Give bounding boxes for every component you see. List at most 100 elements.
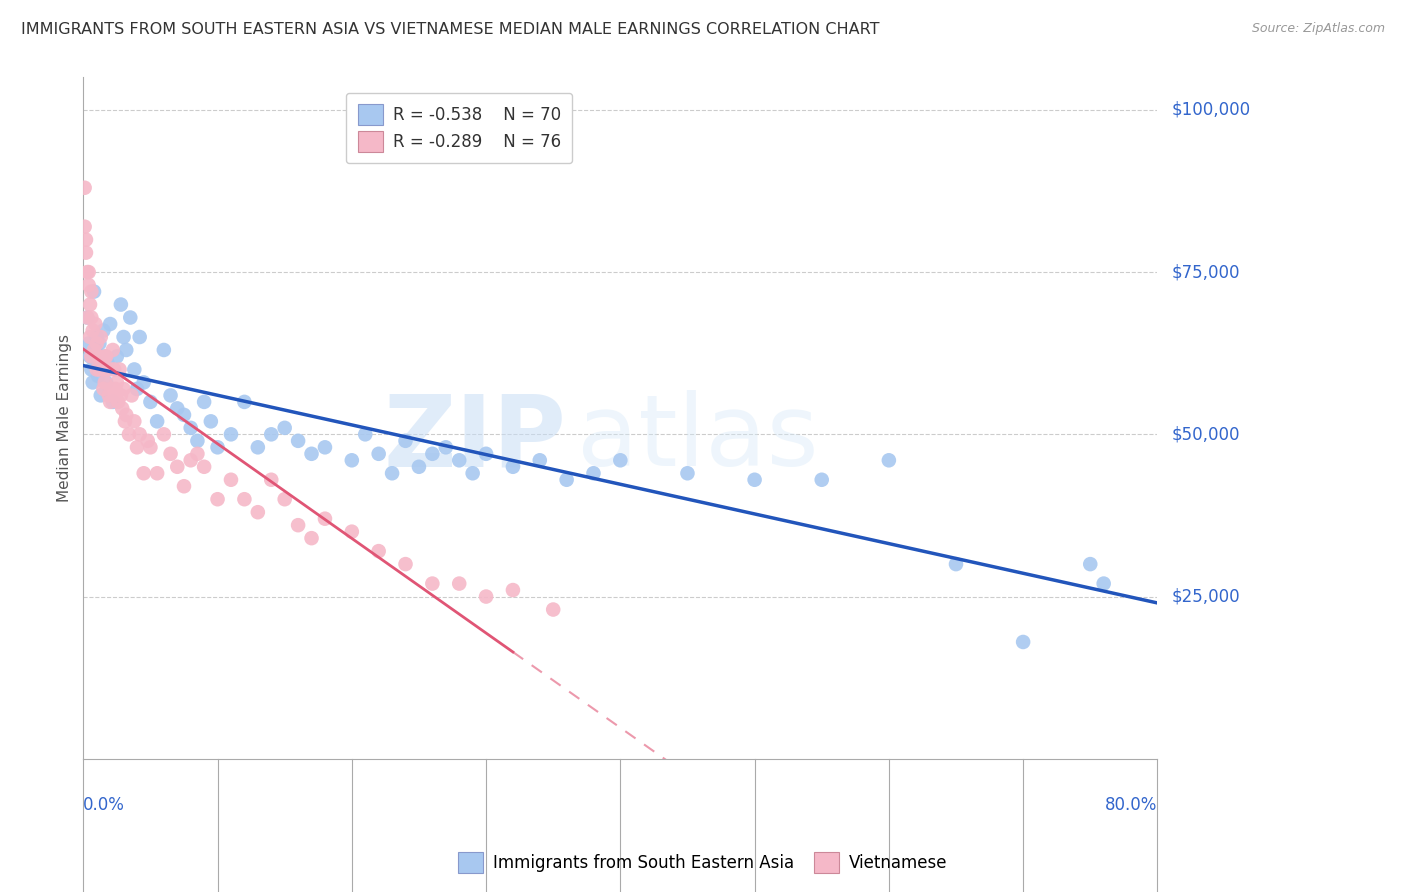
Point (287, 434, 309, 448)
Point (246, 505, 269, 519)
Point (449, 453, 471, 467)
Point (98, 395, 121, 409)
Point (105, 376, 128, 390)
Point (110, 297, 132, 311)
Point (94, 350, 117, 364)
Point (104, 382, 127, 396)
Point (86, 330, 108, 344)
Point (159, 447, 181, 461)
Point (273, 421, 295, 435)
Point (381, 467, 404, 481)
Point (200, 414, 222, 428)
Point (128, 330, 150, 344)
Point (125, 440, 148, 454)
Point (73, 219, 96, 234)
Point (87, 368, 110, 383)
Point (89, 336, 111, 351)
Point (128, 427, 150, 442)
Point (86, 362, 108, 376)
Point (367, 447, 389, 461)
Point (502, 583, 524, 598)
Point (91, 356, 114, 370)
Point (83, 285, 105, 299)
Point (555, 473, 578, 487)
Point (80, 350, 103, 364)
Point (246, 440, 269, 454)
Point (1092, 576, 1115, 591)
Point (136, 434, 159, 448)
Point (112, 382, 135, 396)
Point (105, 350, 128, 364)
Point (132, 467, 155, 481)
Point (79, 330, 101, 344)
Point (139, 395, 162, 409)
Point (146, 467, 169, 481)
Point (314, 440, 336, 454)
Text: IMMIGRANTS FROM SOUTH EASTERN ASIA VS VIETNAMESE MEDIAN MALE EARNINGS CORRELATIO: IMMIGRANTS FROM SOUTH EASTERN ASIA VS VI… (21, 22, 880, 37)
Point (97, 388, 120, 402)
Point (114, 414, 136, 428)
Y-axis label: Median Male Earnings: Median Male Earnings (58, 334, 72, 502)
Point (340, 453, 363, 467)
Point (475, 590, 498, 604)
Point (340, 524, 363, 539)
Point (93, 324, 115, 338)
Point (354, 427, 377, 442)
Point (173, 479, 195, 493)
Point (173, 408, 195, 422)
Point (76, 265, 98, 279)
Point (86, 336, 108, 351)
Point (219, 427, 242, 442)
Text: $75,000: $75,000 (1171, 263, 1240, 281)
Point (84, 317, 107, 331)
Point (219, 473, 242, 487)
Point (115, 343, 138, 357)
Point (810, 473, 832, 487)
Point (193, 459, 215, 474)
Point (159, 388, 181, 402)
Point (207, 492, 229, 507)
Point (107, 395, 129, 409)
Point (166, 459, 188, 474)
Text: 80.0%: 80.0% (1105, 797, 1157, 814)
Point (180, 453, 202, 467)
Point (273, 492, 295, 507)
Point (80, 362, 103, 376)
Point (394, 434, 416, 448)
Point (83, 343, 105, 357)
Point (153, 427, 176, 442)
Point (314, 511, 336, 525)
Point (287, 518, 309, 533)
Point (582, 467, 605, 481)
Point (93, 382, 115, 396)
Point (90, 388, 112, 402)
Point (166, 401, 188, 416)
Point (77, 278, 100, 293)
Point (98, 362, 121, 376)
Point (75, 245, 97, 260)
Point (301, 447, 323, 461)
Point (422, 447, 444, 461)
Point (475, 447, 498, 461)
Point (91, 362, 114, 376)
Point (96, 362, 118, 376)
Point (90, 330, 112, 344)
Point (75, 233, 97, 247)
Point (101, 343, 124, 357)
Point (76, 310, 98, 325)
Point (186, 434, 208, 448)
Point (89, 362, 111, 376)
Text: ZIP: ZIP (384, 390, 567, 487)
Point (139, 440, 162, 454)
Point (124, 414, 146, 428)
Point (79, 297, 101, 311)
Point (877, 453, 900, 467)
Point (260, 473, 283, 487)
Legend: Immigrants from South Eastern Asia, Vietnamese: Immigrants from South Eastern Asia, Viet… (451, 846, 955, 880)
Point (84, 343, 107, 357)
Point (77, 336, 100, 351)
Point (103, 362, 125, 376)
Point (233, 395, 256, 409)
Point (100, 382, 122, 396)
Point (541, 602, 564, 616)
